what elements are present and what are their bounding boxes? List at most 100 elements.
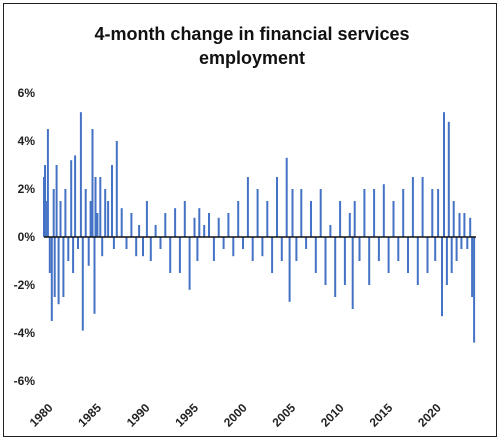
bar [125, 237, 128, 249]
x-tick-label: 2020 [415, 401, 444, 430]
x-tick-label: 1990 [124, 401, 153, 430]
bar [469, 217, 472, 237]
bar [62, 237, 65, 297]
bar [300, 189, 303, 237]
bar [445, 237, 448, 285]
bar [319, 189, 322, 237]
bar [377, 237, 380, 261]
bar [227, 213, 230, 237]
bar [232, 237, 235, 257]
bar [466, 237, 469, 249]
bar [44, 201, 47, 237]
bar [93, 237, 96, 314]
bar [188, 237, 191, 290]
bar [353, 201, 356, 237]
bar [402, 189, 405, 237]
bar [310, 201, 312, 237]
bar [52, 189, 55, 237]
y-tick-label: -6% [14, 374, 36, 388]
bar [115, 141, 118, 237]
x-tick-label: 2015 [367, 401, 396, 430]
bar [64, 189, 67, 237]
y-axis-ticks: 6% 4% 2% 0% -2% -4% -6% [14, 86, 36, 388]
bar [452, 201, 455, 237]
bar [329, 225, 332, 237]
x-tick-label: 2010 [318, 401, 347, 430]
bar [463, 213, 466, 237]
bar [280, 237, 283, 261]
chart-title-line-2: employment [198, 48, 306, 68]
bar [348, 213, 351, 237]
bar [471, 237, 474, 297]
y-tick-label: 0% [18, 230, 36, 244]
bar [138, 225, 141, 237]
y-tick-label: 6% [18, 86, 36, 100]
bar [256, 189, 259, 237]
bar [111, 165, 113, 237]
bar [217, 217, 220, 237]
bar [387, 237, 390, 273]
bar [174, 208, 177, 237]
bar [397, 237, 400, 261]
bar [222, 237, 225, 249]
bar [458, 213, 461, 237]
y-tick-label: -2% [14, 278, 36, 292]
bar [441, 237, 443, 317]
bar [266, 201, 269, 237]
bar [145, 201, 148, 237]
bar [96, 213, 99, 237]
bar [324, 237, 327, 285]
bar [212, 237, 215, 261]
bar [120, 208, 123, 237]
y-tick-label: 2% [18, 182, 36, 196]
x-axis-ticks: 1980 1985 1990 1995 2000 2005 2010 2015 2020 [27, 401, 444, 430]
bar [135, 237, 138, 257]
bar [392, 201, 395, 237]
bar [48, 237, 51, 273]
bar [276, 177, 278, 237]
bar [358, 237, 361, 261]
bar [450, 237, 453, 273]
bar [72, 237, 75, 273]
bar [447, 121, 450, 237]
bar [407, 237, 409, 273]
bar [81, 237, 84, 331]
bar [183, 201, 186, 237]
bar [164, 213, 167, 237]
bar [50, 237, 53, 321]
bar [67, 237, 70, 261]
bar [431, 189, 434, 237]
bar [87, 237, 90, 266]
bar [77, 237, 79, 249]
bar [130, 213, 133, 237]
y-tick-label: -4% [14, 326, 36, 340]
bar [70, 160, 73, 237]
bar [421, 177, 424, 237]
bar [285, 157, 288, 237]
bar [246, 177, 249, 237]
bar [104, 189, 107, 237]
bar [53, 237, 56, 297]
bar [55, 165, 58, 237]
x-tick-label: 1995 [172, 401, 201, 430]
bar [288, 237, 291, 302]
bar [59, 201, 62, 237]
x-tick-label: 2000 [221, 401, 250, 430]
bar [351, 237, 354, 309]
bar [91, 129, 94, 237]
bar [89, 201, 92, 237]
bar [107, 201, 110, 237]
x-tick-label: 1980 [27, 401, 56, 430]
bar [112, 237, 115, 249]
bar [203, 225, 206, 237]
bar [416, 237, 419, 285]
bar [79, 112, 82, 237]
bar [443, 112, 445, 237]
bar [271, 237, 274, 273]
bar [251, 237, 254, 261]
bar [339, 201, 342, 237]
bar [101, 237, 104, 257]
bar [208, 213, 210, 237]
bar [99, 177, 102, 237]
